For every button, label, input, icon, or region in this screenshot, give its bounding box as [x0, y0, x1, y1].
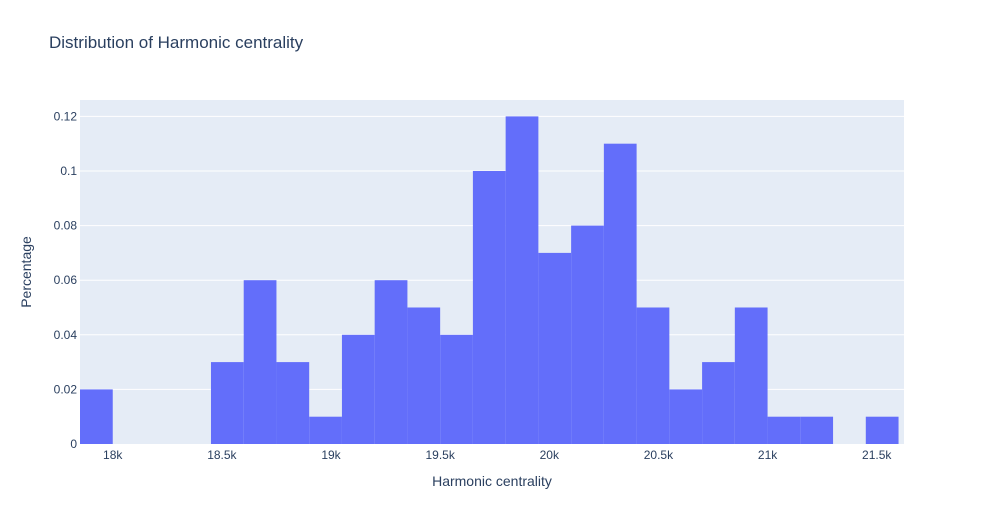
chart-title: Distribution of Harmonic centrality	[49, 33, 304, 52]
histogram-bar	[538, 252, 572, 444]
y-tick-label: 0.1	[60, 164, 77, 178]
histogram-bar	[309, 416, 342, 444]
histogram-bar	[505, 116, 539, 444]
histogram-bar	[276, 362, 310, 444]
histogram-bar	[603, 143, 637, 444]
histogram-bar	[571, 225, 604, 444]
histogram-bar	[374, 280, 408, 444]
histogram-bar	[702, 362, 735, 444]
histogram-bar	[800, 416, 834, 444]
x-tick-label: 21k	[758, 448, 778, 462]
bars	[80, 116, 899, 444]
histogram-bar	[407, 307, 441, 444]
x-axis-title: Harmonic centrality	[432, 473, 552, 489]
x-axis-ticks: 18k 18.5k 19k 19.5k 20k 20.5k 21k 21.5k	[103, 448, 892, 462]
y-axis-ticks: 0 0.02 0.04 0.06 0.08 0.1 0.12	[54, 109, 78, 451]
y-tick-label: 0	[70, 437, 77, 451]
x-tick-label: 20k	[540, 448, 560, 462]
histogram-bar	[669, 389, 703, 444]
y-tick-label: 0.08	[54, 219, 78, 233]
histogram-bar	[767, 416, 801, 444]
histogram-bar	[636, 307, 670, 444]
y-tick-label: 0.02	[54, 382, 78, 396]
histogram-bar	[80, 389, 113, 444]
histogram-bar	[734, 307, 768, 444]
y-tick-label: 0.04	[54, 328, 78, 342]
histogram-bar	[472, 170, 506, 444]
x-tick-label: 18.5k	[207, 448, 237, 462]
x-tick-label: 19k	[321, 448, 341, 462]
x-tick-label: 18k	[103, 448, 123, 462]
histogram-bar	[210, 362, 244, 444]
histogram-bar	[865, 416, 899, 444]
x-tick-label: 19.5k	[425, 448, 455, 462]
y-axis-title: Percentage	[18, 236, 34, 308]
histogram-bar	[341, 334, 375, 444]
histogram-bar	[243, 280, 277, 444]
histogram-bar	[440, 334, 473, 444]
y-tick-label: 0.12	[54, 109, 78, 123]
x-tick-label: 21.5k	[862, 448, 892, 462]
x-tick-label: 20.5k	[644, 448, 674, 462]
y-tick-label: 0.06	[54, 273, 78, 287]
